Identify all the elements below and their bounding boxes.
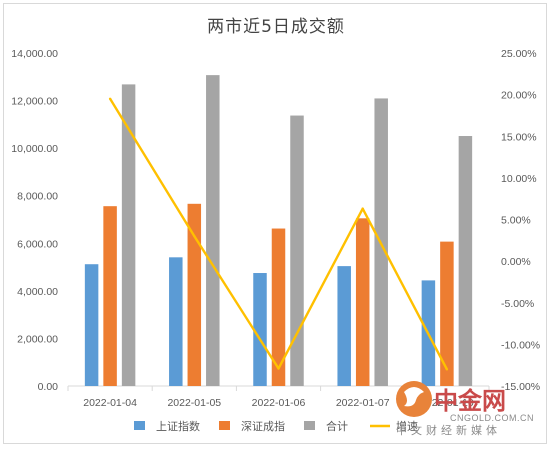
bar-2 [103, 206, 117, 386]
watermark-logo-icon [396, 381, 432, 417]
axis-layer: 0.00 2,000.00 4,000.00 6,000.00 8,000.00 10,0… [11, 48, 540, 409]
y-axis-tick-label: 12,000.00 [11, 96, 58, 108]
x-axis-tick-label: 2022-01-06 [252, 397, 306, 409]
y-axis-tick-label: 10,000.00 [11, 143, 58, 155]
legend-label: 合计 [326, 419, 348, 433]
legend: 上证指数 深证成指 合计 增速 [134, 419, 418, 433]
bar-1 [253, 273, 267, 386]
y-axis-tick-label: 8,000.00 [17, 191, 58, 203]
y-axis-tick-label: 2,000.00 [17, 333, 58, 345]
watermark: 中金网 CNGOLD.COM.CN 中文财经新媒体 [396, 381, 534, 437]
bar-3 [121, 84, 136, 386]
bar-2 [187, 203, 202, 386]
y2-axis-tick-label: 5.00% [501, 215, 531, 227]
bar-2 [440, 241, 454, 386]
line-point [277, 367, 280, 370]
bar-3 [290, 115, 304, 386]
watermark-url: CNGOLD.COM.CN [450, 413, 534, 423]
y-axis-tick-label: 14,000.00 [11, 48, 58, 60]
bar-1 [169, 257, 183, 386]
x-axis-tick-label: 2022-01-04 [83, 397, 137, 409]
legend-label: 增速 [396, 419, 418, 433]
y2-axis-tick-label: 10.00% [501, 173, 537, 185]
bar-3 [458, 136, 473, 386]
y2-axis-tick-label: 25.00% [501, 48, 537, 60]
bar-1 [84, 264, 99, 386]
y-axis-tick-label: 4,000.00 [17, 286, 58, 298]
line-point [108, 97, 112, 100]
line-point [361, 207, 364, 210]
y2-axis-tick-label: -5.00% [501, 298, 534, 310]
bar-layer [84, 75, 473, 386]
y2-axis-tick-label: 20.00% [501, 90, 537, 102]
y2-axis-tick-label: -10.00% [501, 339, 540, 351]
legend-swatch [134, 421, 145, 430]
legend-label: 深证成指 [241, 419, 285, 433]
y2-axis-tick-label: -15.00% [501, 381, 540, 393]
y2-axis-tick-label: 0.00% [501, 256, 531, 268]
legend-swatch [304, 421, 315, 430]
y-axis-tick-label: 6,000.00 [17, 238, 58, 250]
line-point [445, 368, 449, 371]
bar-1 [337, 266, 351, 386]
bar-2 [271, 228, 286, 386]
x-axis-tick-label: 2022-01-10 [420, 397, 474, 409]
x-axis-tick-label: 2022-01-05 [167, 397, 221, 409]
bar-2 [355, 218, 370, 386]
watermark-name: 中金网 [434, 387, 506, 415]
watermark-tagline: 中文财经新媒体 [396, 423, 501, 437]
line-layer [108, 97, 449, 371]
line-point [193, 234, 196, 238]
y2-axis-tick-label: 15.00% [501, 131, 537, 143]
chart-title: 两市近5日成交额 [207, 17, 345, 37]
legend-swatch [219, 421, 230, 430]
legend-label: 上证指数 [156, 419, 200, 433]
y-axis-tick-label: 0.00 [38, 381, 59, 393]
x-axis-tick-label: 2022-01-07 [336, 397, 390, 409]
bar-3 [206, 75, 220, 386]
